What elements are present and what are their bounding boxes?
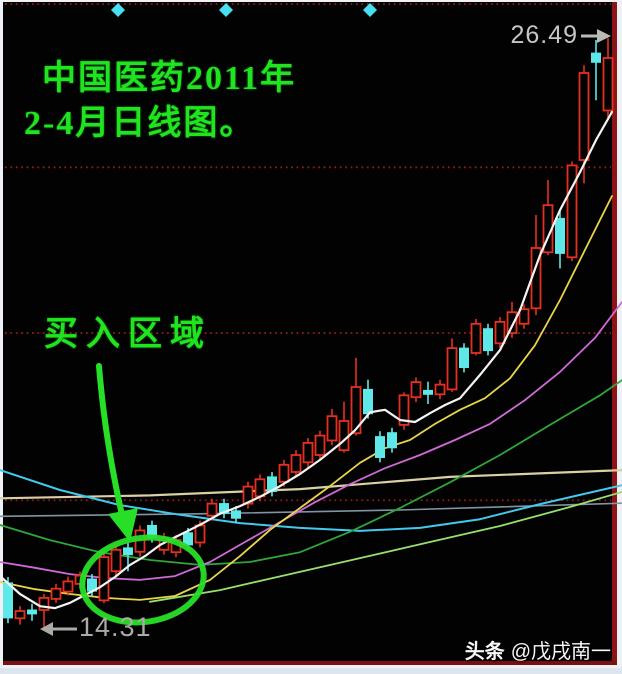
candle-body-up <box>410 381 422 399</box>
candle-body-up <box>506 311 518 335</box>
buy-zone-arrow-head <box>108 508 138 542</box>
candle-body-up <box>62 580 74 593</box>
candle-body-up <box>518 308 530 325</box>
low-price-arrow-head <box>40 622 53 636</box>
flat-steelblue-ma-line <box>0 502 622 518</box>
high-price-arrow-head <box>597 29 611 43</box>
cyan-ma-line <box>0 469 622 532</box>
candle-body-down <box>387 432 397 449</box>
candle-body-down <box>423 389 433 395</box>
bottom-strip <box>0 668 622 674</box>
candle-body-up <box>350 386 362 435</box>
candle-body-up <box>194 524 206 544</box>
watermark-brand: 头条 <box>464 641 505 663</box>
candle-body-down <box>555 217 565 254</box>
candle-body-up <box>434 383 446 396</box>
flat-khaki-ma-line <box>0 469 622 500</box>
candle-body-up <box>38 597 50 611</box>
yellow-ma-line <box>0 195 613 601</box>
candle-body-up <box>50 587 62 600</box>
candle-body-down <box>123 547 133 556</box>
candle-body-down <box>27 609 37 615</box>
top-diamond-markers <box>111 3 377 17</box>
candle-body-up <box>494 320 506 345</box>
buy-zone-circle <box>79 534 207 626</box>
candle-body-up <box>242 485 254 505</box>
candle-body-up <box>278 463 290 483</box>
candle-body-down <box>375 436 385 459</box>
gridlines <box>5 3 611 502</box>
diamond-marker <box>111 3 125 17</box>
high-price-label: 26.49 <box>510 21 578 49</box>
candle-body-up <box>110 548 122 573</box>
candle-body-up <box>206 502 218 517</box>
ma5-line-overlay <box>0 110 614 610</box>
chart-title-line1: 中国医药2011年 <box>42 60 297 97</box>
candle-body-up <box>470 322 482 354</box>
low-price-label: 14.31 <box>79 612 152 642</box>
candle-body-up <box>578 72 590 161</box>
white-ma-line <box>0 110 614 610</box>
candle-body-up <box>254 478 266 498</box>
candle-body-up <box>314 434 326 456</box>
candle-body-up <box>326 415 338 442</box>
watermark-handle: @戊戌南一 <box>510 641 611 663</box>
buy-zone-arrow-shaft <box>96 363 125 518</box>
right-border-line <box>612 2 617 664</box>
candle-body-up <box>14 610 26 620</box>
candle-body-down <box>459 347 469 369</box>
candle-body-up <box>602 57 614 112</box>
diamond-marker <box>363 3 377 17</box>
bottom-border-line <box>3 661 617 665</box>
candle-body-up <box>566 164 578 259</box>
candle-body-down <box>363 388 373 415</box>
candle-body-down <box>231 510 241 519</box>
candle-body-up <box>338 420 350 452</box>
diamond-marker <box>219 3 233 17</box>
candle-body-down <box>591 52 601 63</box>
candle-body-down <box>483 328 493 352</box>
chart-title-line2: 2-4月日线图。 <box>24 105 256 142</box>
candle-body-up <box>446 347 458 391</box>
candles <box>3 38 614 630</box>
green-ma-line <box>0 379 622 566</box>
watermark: 头条 @戊戌南一 <box>465 635 611 664</box>
candle-body-up <box>98 556 110 602</box>
candle-body-up <box>302 441 314 464</box>
candle-body-up <box>290 454 302 473</box>
chart-title: 中国医药2011年 2-4月日线图。 <box>24 56 296 146</box>
candle-body-down <box>3 582 13 619</box>
buy-zone-label: 买入区域 <box>44 316 212 353</box>
lightgreen-ma-line <box>149 491 622 603</box>
candle-body-up <box>398 394 410 426</box>
